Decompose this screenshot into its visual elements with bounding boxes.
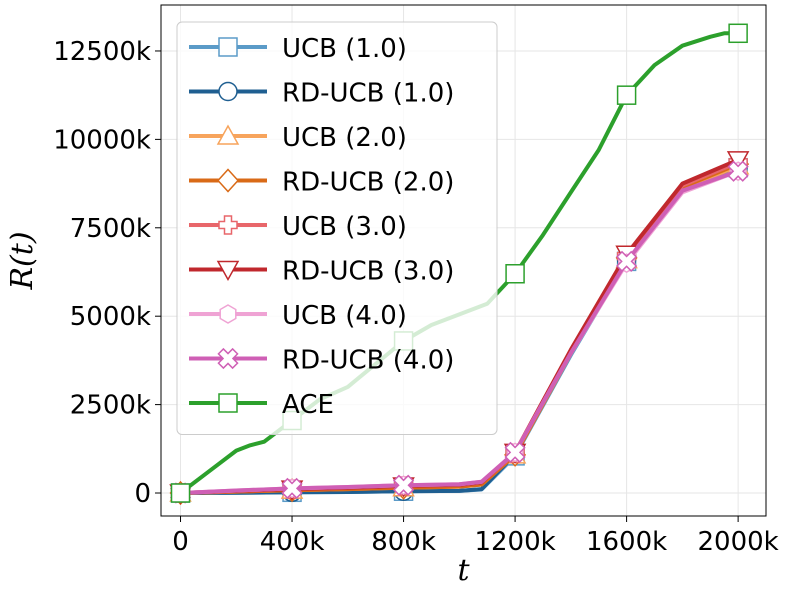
- x-tick-label: 400k: [260, 527, 325, 557]
- legend-label: UCB (1.0): [282, 34, 407, 64]
- data-point: [616, 85, 637, 105]
- data-point: [615, 250, 638, 272]
- legend-label: RD-UCB (2.0): [282, 168, 454, 198]
- legend-label: ACE: [282, 390, 334, 420]
- y-axis-label: R(t): [5, 231, 40, 290]
- legend-marker: [217, 347, 239, 370]
- data-point: [170, 483, 191, 503]
- series-layer: [169, 23, 750, 506]
- legend-marker: [219, 304, 237, 324]
- data-point: [726, 151, 750, 172]
- legend-item: RD-UCB (4.0): [189, 346, 454, 376]
- x-tick-label: 0: [172, 527, 189, 557]
- legend-box: [176, 21, 498, 435]
- data-point: [281, 477, 303, 500]
- x-tick-label: 2000k: [698, 527, 779, 557]
- legend-marker: [216, 124, 240, 145]
- axis-ticks: 0 400k 800k 1200k 1600k 2000k 0 2500k 5000k 7500k…: [53, 37, 779, 557]
- legend-item: UCB (4.0): [189, 301, 407, 331]
- legend-label: UCB (3.0): [282, 212, 407, 242]
- legend-item: UCB (2.0): [189, 123, 407, 153]
- y-tick-label: 2500k: [70, 391, 151, 421]
- y-tick-label: 10000k: [53, 125, 151, 155]
- legend-marker: [218, 393, 238, 413]
- legend-item: RD-UCB (2.0): [189, 168, 454, 198]
- legend-marker: [218, 81, 238, 102]
- x-tick-label: 1200k: [474, 527, 555, 557]
- y-tick-label: 7500k: [70, 214, 151, 244]
- x-tick-label: 800k: [371, 527, 436, 557]
- y-tick-label: 5000k: [70, 302, 151, 332]
- x-axis-label: t: [457, 553, 470, 588]
- legend-label: RD-UCB (1.0): [282, 79, 454, 109]
- data-point: [505, 264, 525, 284]
- y-tick-label: 12500k: [53, 37, 151, 67]
- legend-label: RD-UCB (4.0): [282, 346, 454, 376]
- legend-item: ACE: [189, 390, 334, 420]
- y-tick-label: 0: [134, 479, 151, 509]
- data-point: [728, 23, 748, 44]
- legend-label: UCB (2.0): [282, 123, 407, 153]
- data-point: [504, 441, 526, 463]
- legend: UCB (1.0) RD-UCB (1.0) UCB (2.0) RD-UCB (2.…: [176, 21, 498, 435]
- legend-label: UCB (4.0): [282, 301, 407, 331]
- legend-marker: [218, 215, 238, 235]
- series-line: [178, 169, 741, 495]
- legend-marker: [216, 168, 240, 193]
- data-point: [727, 160, 749, 182]
- legend-item: RD-UCB (3.0): [189, 257, 454, 287]
- legend-marker: [216, 260, 240, 282]
- legend-marker: [218, 37, 238, 57]
- legend-item: UCB (3.0): [189, 212, 407, 242]
- legend-item: RD-UCB (1.0): [189, 79, 454, 109]
- legend-item: UCB (1.0): [189, 34, 407, 64]
- x-tick-label: 1600k: [586, 527, 667, 557]
- data-point: [392, 474, 415, 496]
- legend-label: RD-UCB (3.0): [282, 257, 454, 287]
- plot-frame: [160, 4, 767, 517]
